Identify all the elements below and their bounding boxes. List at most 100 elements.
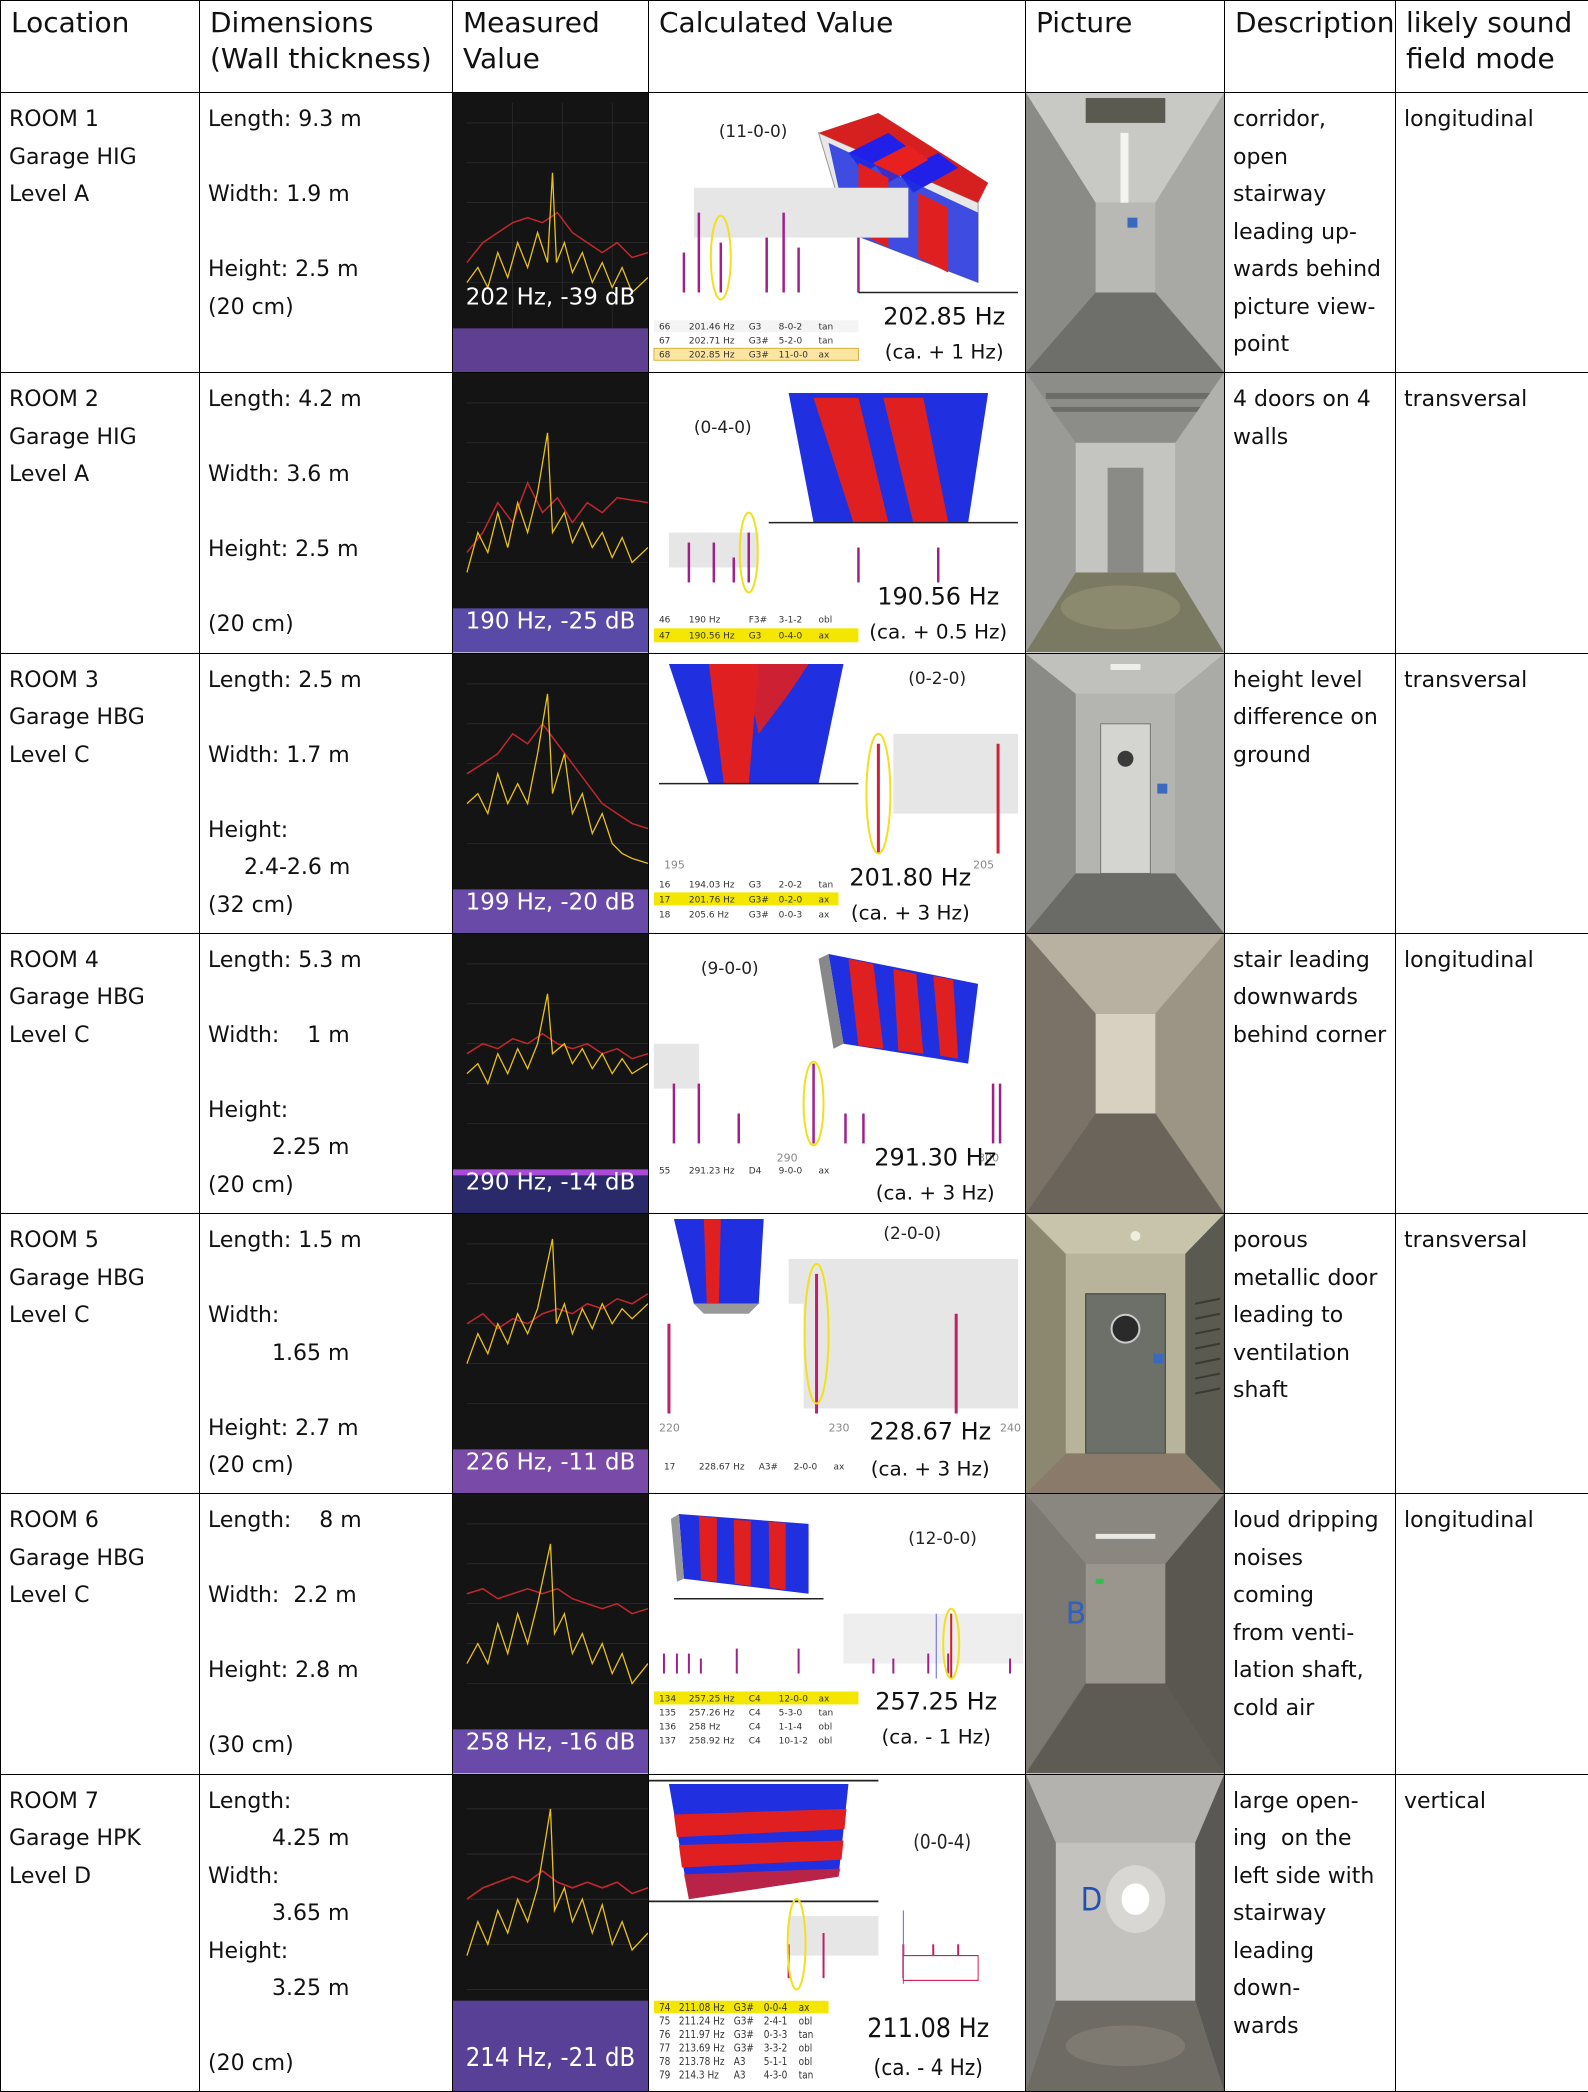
- svg-text:201.46 Hz: 201.46 Hz: [689, 322, 735, 332]
- mode-cell: longitudinal: [1396, 1494, 1588, 1774]
- room-photo: D: [1026, 1775, 1224, 2091]
- svg-text:F3#: F3#: [749, 616, 767, 626]
- svg-text:G3#: G3#: [734, 2043, 754, 2055]
- svg-text:A3#: A3#: [759, 1462, 778, 1472]
- spectrum-plot: 258 Hz, -16 dB: [453, 1494, 648, 1773]
- svg-text:D4: D4: [749, 1166, 762, 1176]
- svg-text:obl: obl: [799, 2056, 813, 2068]
- svg-text:5-1-1: 5-1-1: [764, 2056, 788, 2068]
- header-dimensions: Dimensions(Wall thickness): [200, 1, 453, 93]
- svg-text:4-3-0: 4-3-0: [764, 2070, 788, 2082]
- photo-cell: B: [1026, 1494, 1225, 1774]
- calc-diff: (ca. + 3 Hz): [876, 1180, 995, 1204]
- svg-text:211.24 Hz: 211.24 Hz: [679, 2015, 725, 2027]
- svg-text:0-4-0: 0-4-0: [779, 632, 803, 642]
- mode-code: (9-0-0): [701, 958, 759, 978]
- svg-text:11-0-0: 11-0-0: [779, 350, 809, 360]
- svg-text:213.78 Hz: 213.78 Hz: [679, 2056, 725, 2068]
- measured-label: 290 Hz, -14 dB: [466, 1169, 636, 1195]
- svg-text:18: 18: [659, 910, 671, 920]
- svg-text:211.08 Hz: 211.08 Hz: [679, 2002, 725, 2014]
- svg-text:55: 55: [659, 1166, 670, 1176]
- calc-hz: 211.08 Hz: [867, 2012, 989, 2044]
- svg-text:136: 136: [659, 1723, 676, 1733]
- svg-text:78: 78: [659, 2056, 670, 2068]
- svg-text:ax: ax: [834, 1462, 845, 1472]
- measured-spectrum-cell: 226 Hz, -11 dB: [453, 1214, 649, 1494]
- svg-text:17: 17: [659, 895, 670, 905]
- svg-text:258 Hz: 258 Hz: [689, 1723, 721, 1733]
- header-location: Location: [1, 1, 200, 93]
- photo-cell: [1026, 93, 1225, 373]
- svg-text:2-0-2: 2-0-2: [779, 880, 803, 890]
- mode-cell: vertical: [1396, 1774, 1588, 2091]
- svg-text:47: 47: [659, 632, 670, 642]
- svg-text:258.92 Hz: 258.92 Hz: [689, 1737, 735, 1747]
- svg-text:tan: tan: [819, 880, 834, 890]
- svg-text:214.3 Hz: 214.3 Hz: [679, 2070, 719, 2082]
- measured-spectrum-cell: 190 Hz, -25 dB: [453, 373, 649, 653]
- calc-diff: (ca. + 1 Hz): [885, 339, 1004, 363]
- svg-text:G3: G3: [749, 322, 762, 332]
- svg-text:C4: C4: [749, 1723, 761, 1733]
- axis-right-label: 205: [973, 858, 994, 871]
- measured-label: 258 Hz, -16 dB: [466, 1730, 636, 1756]
- spectrum-plot: 290 Hz, -14 dB: [453, 934, 648, 1213]
- svg-text:tan: tan: [819, 1709, 834, 1719]
- calc-diff: (ca. - 1 Hz): [882, 1725, 991, 1749]
- svg-text:135: 135: [659, 1709, 676, 1719]
- svg-text:46: 46: [659, 616, 671, 626]
- svg-text:obl: obl: [799, 2015, 813, 2027]
- mode-cell: transversal: [1396, 653, 1588, 933]
- spectrum-plot: 226 Hz, -11 dB: [453, 1214, 648, 1493]
- room-photo: [1026, 934, 1224, 1213]
- svg-text:211.97 Hz: 211.97 Hz: [679, 2029, 725, 2041]
- svg-text:202.71 Hz: 202.71 Hz: [689, 336, 735, 346]
- svg-text:74: 74: [659, 2002, 670, 2014]
- calc-hz: 257.25 Hz: [875, 1688, 997, 1716]
- svg-text:tan: tan: [819, 336, 834, 346]
- svg-text:obl: obl: [819, 1723, 833, 1733]
- calc-hz: 190.56 Hz: [877, 583, 999, 611]
- svg-text:257.26 Hz: 257.26 Hz: [689, 1709, 735, 1719]
- measured-label: 202 Hz, -39 dB: [466, 284, 636, 310]
- svg-text:190.56 Hz: 190.56 Hz: [689, 632, 735, 642]
- header-calculated: Calculated Value: [649, 1, 1026, 93]
- photo-cell: [1026, 373, 1225, 653]
- header-picture: Picture: [1026, 1, 1225, 93]
- calc-diff: (ca. + 3 Hz): [871, 1456, 990, 1480]
- svg-text:ax: ax: [819, 350, 830, 360]
- photo-cell: [1026, 1214, 1225, 1494]
- calc-hz: 291.30 Hz: [874, 1143, 996, 1171]
- svg-text:9-0-0: 9-0-0: [779, 1166, 803, 1176]
- room-photo: [1026, 654, 1224, 933]
- svg-text:228.67 Hz: 228.67 Hz: [699, 1462, 745, 1472]
- svg-text:ax: ax: [819, 895, 830, 905]
- svg-text:75: 75: [659, 2015, 670, 2027]
- svg-text:1-1-4: 1-1-4: [779, 1723, 803, 1733]
- mode-cell: longitudinal: [1396, 933, 1588, 1213]
- svg-text:C4: C4: [749, 1695, 761, 1705]
